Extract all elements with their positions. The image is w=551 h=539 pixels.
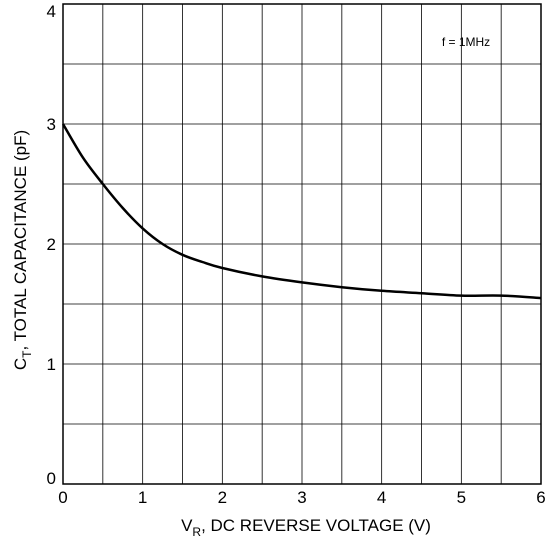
plot-frame [62, 3, 542, 485]
y-tick-label: 1 [47, 355, 56, 374]
x-axis-label: VR, DC REVERSE VOLTAGE (V) [181, 516, 431, 539]
x-tick-label: 3 [297, 488, 306, 507]
x-axis-label-main: V [181, 516, 193, 535]
x-tick-label: 6 [536, 488, 545, 507]
y-axis-label-sub: T [20, 350, 34, 358]
capacitance-curve [61, 123, 542, 300]
tick-labels: 0 1 2 3 4 5 6 0 1 2 3 4 [47, 2, 546, 507]
x-tick-label: 5 [457, 488, 466, 507]
x-tick-label: 2 [218, 488, 227, 507]
x-tick-label: 0 [58, 488, 67, 507]
y-axis-label-rest: , TOTAL CAPACITANCE (pF) [11, 130, 30, 351]
grid-lines [63, 4, 542, 484]
x-tick-label: 1 [138, 488, 147, 507]
y-tick-label: 0 [47, 469, 56, 488]
frequency-annotation: f = 1MHz [442, 35, 490, 49]
y-tick-label: 4 [47, 2, 56, 21]
series-layer [61, 123, 542, 300]
x-axis-label-rest: , DC REVERSE VOLTAGE (V) [201, 516, 431, 535]
x-tick-label: 4 [377, 488, 386, 507]
y-axis-label-main: C [11, 358, 30, 370]
x-axis-label-sub: R [192, 525, 201, 539]
y-axis-label: CT, TOTAL CAPACITANCE (pF) [11, 130, 34, 370]
y-tick-label: 3 [47, 115, 56, 134]
y-tick-label: 2 [47, 235, 56, 254]
